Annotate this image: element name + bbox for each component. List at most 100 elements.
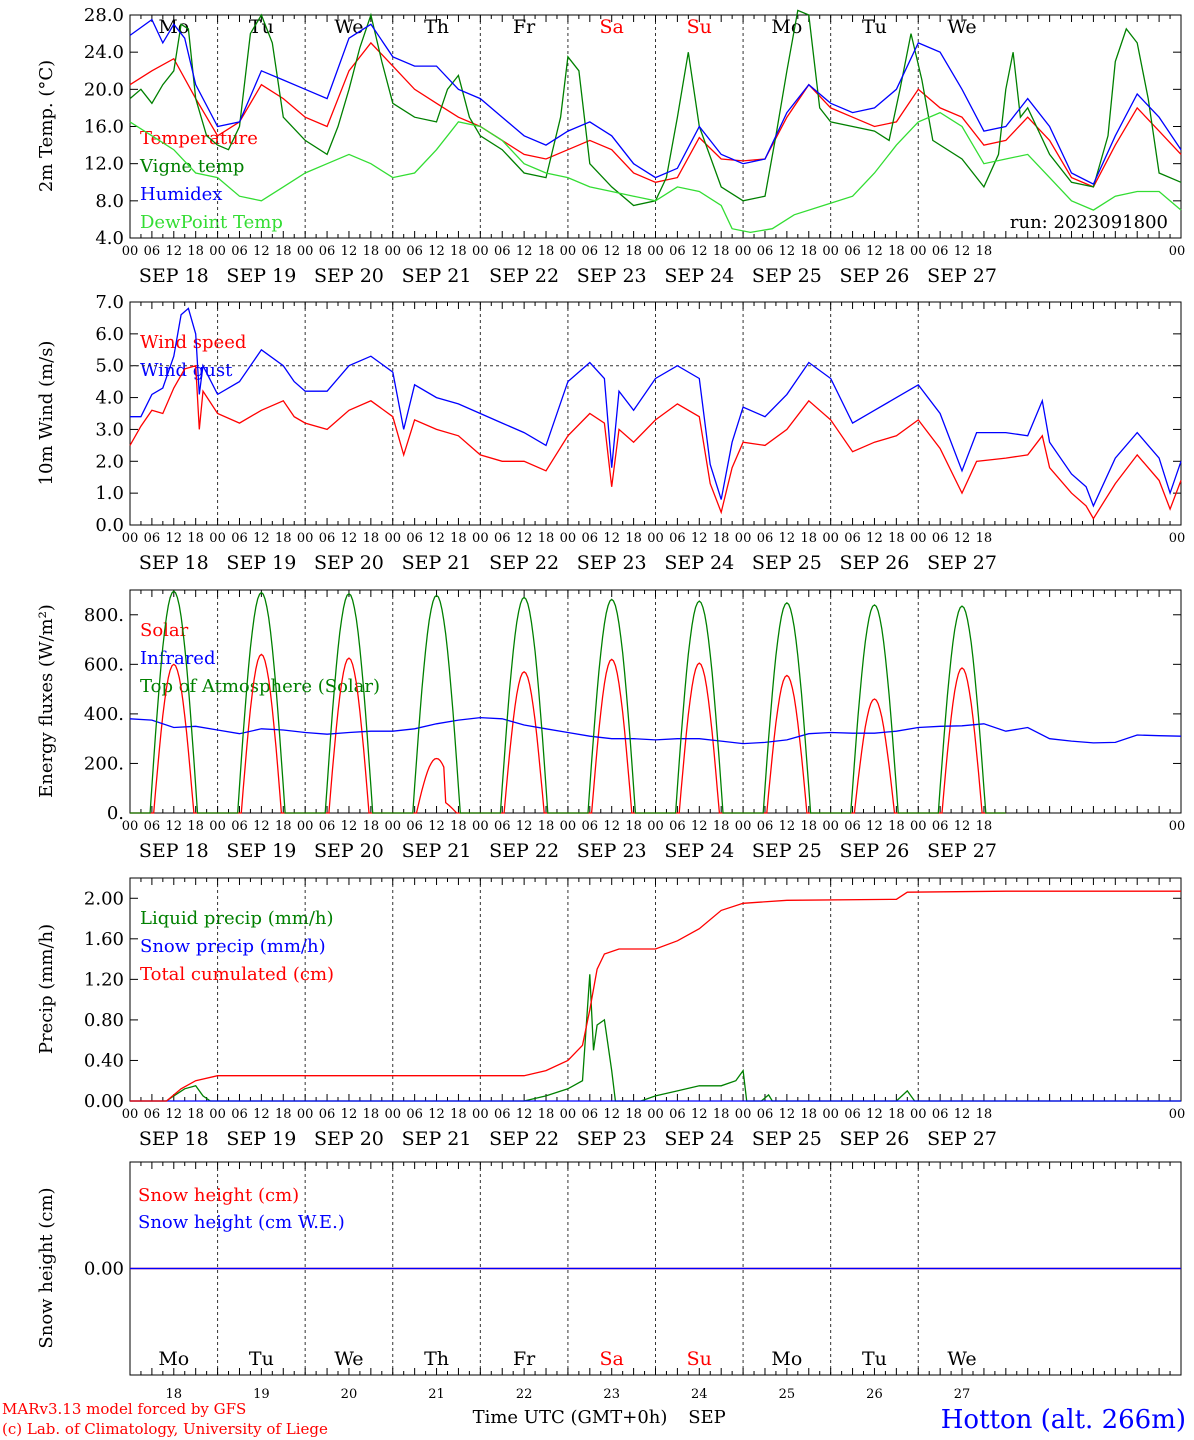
hour-label: 12 xyxy=(516,244,533,259)
precip-ylabel: Precip (mm/h) xyxy=(36,924,57,1054)
date-label: SEP 20 xyxy=(314,840,384,862)
hour-label: 06 xyxy=(757,244,774,259)
date-label: SEP 23 xyxy=(577,840,647,862)
hour-label: 18 xyxy=(625,244,642,259)
date-label: SEP 25 xyxy=(752,1128,822,1150)
hour-label: 18 xyxy=(976,531,993,546)
hour-label: 18 xyxy=(450,244,467,259)
hour-label: 18 xyxy=(888,1107,905,1122)
weekday-label: Tu xyxy=(249,1348,274,1370)
y-tick-label: 0.0 xyxy=(95,515,124,536)
date-label: SEP 23 xyxy=(577,1128,647,1150)
date-label: SEP 21 xyxy=(402,1128,472,1150)
weekday-label: Th xyxy=(424,1348,449,1370)
y-tick-label: 6.0 xyxy=(95,324,124,345)
hour-label: 06 xyxy=(669,819,686,834)
date-label: SEP 26 xyxy=(840,552,910,574)
legend-vigne-temp: Vigne temp xyxy=(139,156,244,177)
y-tick-label: 1.60 xyxy=(84,929,124,950)
hour-label: 18 xyxy=(976,819,993,834)
hour-label: 12 xyxy=(866,531,883,546)
hour-label: 06 xyxy=(406,819,423,834)
hour-label: 18 xyxy=(976,1107,993,1122)
hour-label: 12 xyxy=(691,531,708,546)
hour-label: 12 xyxy=(779,244,796,259)
hour-label: 00 xyxy=(384,244,401,259)
weekday-label: We xyxy=(947,1348,976,1370)
y-tick-label: 12.0 xyxy=(84,154,124,175)
date-label: SEP 23 xyxy=(577,552,647,574)
hour-label: 12 xyxy=(866,1107,883,1122)
hour-label: 00 xyxy=(1169,819,1186,834)
date-label: SEP 19 xyxy=(226,265,296,287)
y-tick-label: 4.0 xyxy=(95,228,124,249)
legend-infrared: Infrared xyxy=(140,648,215,669)
y-tick-label: 1.20 xyxy=(84,969,124,990)
hour-label: 12 xyxy=(954,531,971,546)
energy-panel: Energy fluxes (W/m²) Solar Infrared Top … xyxy=(36,589,1186,862)
hour-label: 12 xyxy=(428,1107,445,1122)
hour-label: 12 xyxy=(954,244,971,259)
date-label: SEP 19 xyxy=(226,552,296,574)
hour-label: 12 xyxy=(866,244,883,259)
date-label: SEP 24 xyxy=(664,265,734,287)
hour-label: 00 xyxy=(384,531,401,546)
hour-label: 18 xyxy=(363,531,380,546)
date-label: SEP 27 xyxy=(927,265,997,287)
y-tick-label: 0.00 xyxy=(84,1259,124,1280)
hour-label: 12 xyxy=(166,244,183,259)
hour-label: 06 xyxy=(406,1107,423,1122)
hour-label: 12 xyxy=(866,819,883,834)
weekday-label: Sa xyxy=(600,1348,624,1370)
temperature-ylabel: 2m Temp. (°C) xyxy=(36,60,57,192)
hour-label: 12 xyxy=(516,531,533,546)
hour-label: 00 xyxy=(297,819,314,834)
hour-label: 06 xyxy=(844,531,861,546)
date-label: SEP 18 xyxy=(139,840,209,862)
weekday-label: We xyxy=(334,16,363,38)
day-number: 21 xyxy=(428,1387,445,1402)
hour-label: 06 xyxy=(582,819,599,834)
legend-snow-height-we: Snow height (cm W.E.) xyxy=(138,1212,345,1233)
date-label: SEP 19 xyxy=(226,1128,296,1150)
y-tick-label: 600. xyxy=(84,654,124,675)
hour-label: 00 xyxy=(472,531,489,546)
hour-label: 00 xyxy=(647,244,664,259)
hour-label: 06 xyxy=(406,244,423,259)
hour-label: 12 xyxy=(253,244,270,259)
hour-label: 00 xyxy=(560,819,577,834)
hour-label: 12 xyxy=(603,531,620,546)
wind-panel: 10m Wind (m/s) Wind speed Wind gust 0.0 1… xyxy=(36,292,1185,574)
date-label: SEP 22 xyxy=(489,552,559,574)
y-tick-label: 4.0 xyxy=(95,388,124,409)
y-tick-label: 0.80 xyxy=(84,1010,124,1031)
y-tick-label: 200. xyxy=(84,753,124,774)
hour-label: 06 xyxy=(231,531,248,546)
hour-label: 06 xyxy=(669,244,686,259)
date-label: SEP 20 xyxy=(314,265,384,287)
hour-label: 00 xyxy=(122,244,139,259)
hour-label: 12 xyxy=(166,819,183,834)
hour-label: 06 xyxy=(757,819,774,834)
hour-label: 18 xyxy=(275,1107,292,1122)
weekday-label: Th xyxy=(424,16,449,38)
hour-label: 06 xyxy=(231,1107,248,1122)
hour-label: 18 xyxy=(976,244,993,259)
hour-label: 18 xyxy=(450,819,467,834)
day-number: 20 xyxy=(341,1387,358,1402)
temperature-panel: 2m Temp. (°C) Temperature Vigne temp Hum… xyxy=(36,5,1185,287)
hour-label: 06 xyxy=(844,244,861,259)
legend-temperature: Temperature xyxy=(140,128,258,149)
hour-label: 18 xyxy=(187,1107,204,1122)
hour-label: 00 xyxy=(822,819,839,834)
panel-frame xyxy=(129,14,1182,239)
hour-label: 00 xyxy=(910,1107,927,1122)
hour-label: 18 xyxy=(187,531,204,546)
copyright: (c) Lab. of Climatology, University of L… xyxy=(2,1420,328,1438)
hour-label: 18 xyxy=(450,531,467,546)
hour-label: 12 xyxy=(603,819,620,834)
hour-label: 18 xyxy=(538,819,555,834)
hour-label: 00 xyxy=(822,244,839,259)
hour-label: 06 xyxy=(582,1107,599,1122)
hour-label: 00 xyxy=(1169,244,1186,259)
